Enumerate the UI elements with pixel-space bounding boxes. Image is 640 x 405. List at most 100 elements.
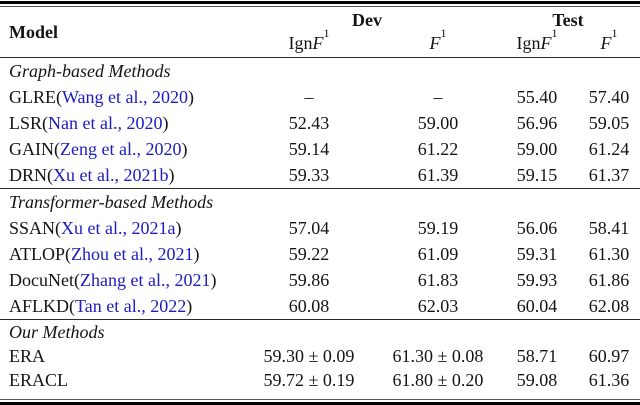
citation-open-paren: (	[47, 164, 54, 185]
table-row: GAIN(Zeng et al., 2020) 59.14 61.22 59.0…	[0, 136, 640, 162]
citation-link[interactable]: Zeng et al., 2020	[60, 138, 182, 159]
table-body: Graph-based Methods GLRE(Wang et al., 20…	[0, 58, 640, 392]
citation-link[interactable]: Wang et al., 2020	[62, 86, 189, 107]
cell-dev-ign-f1: 59.86	[288, 269, 330, 290]
model-name: ERA	[9, 345, 45, 366]
table-row: ERA 59.30 ± 0.09 61.30 ± 0.08 58.71 60.9…	[0, 344, 640, 368]
table-row: ERACL 59.72 ± 0.19 61.80 ± 0.20 59.08 61…	[0, 368, 640, 392]
citation-close-paren: )	[168, 164, 175, 185]
cell-test-ign-f1: 59.00	[516, 138, 558, 159]
cell-dev-f1: 61.09	[417, 243, 459, 264]
model-cell: DRN(Xu et al., 2021b)	[0, 165, 238, 186]
citation-link[interactable]: Xu et al., 2021b	[53, 164, 169, 185]
table-row: DRN(Xu et al., 2021b) 59.33 61.39 59.15 …	[0, 162, 640, 188]
column-header-model: Model	[9, 22, 58, 42]
model-name: LSR	[9, 112, 43, 133]
cell-test-ign-f1: 58.71	[516, 345, 558, 366]
citation-open-paren: (	[73, 269, 80, 290]
table-bottom-rule	[0, 399, 640, 405]
table-row: GLRE(Wang et al., 2020) – – 55.40 57.40	[0, 84, 640, 110]
cell-dev-f1: 59.19	[417, 217, 459, 238]
table-row: DocuNet(Zhang et al., 2021) 59.86 61.83 …	[0, 267, 640, 293]
section-header: Graph-based Methods	[9, 60, 171, 81]
citation-open-paren: (	[65, 243, 72, 264]
cell-dev-ign-f1: 60.08	[288, 295, 330, 316]
model-cell: ATLOP(Zhou et al., 2021)	[0, 244, 238, 265]
cell-test-f1: 62.08	[588, 295, 630, 316]
cell-test-f1: 61.24	[588, 138, 630, 159]
citation-open-paren: (	[54, 138, 60, 159]
cell-test-f1: 61.36	[588, 369, 630, 390]
cell-dev-ign-f1: 59.14	[288, 138, 330, 159]
model-cell: AFLKD(Tan et al., 2022)	[0, 296, 238, 317]
cell-test-f1: 61.30	[588, 243, 630, 264]
cell-dev-ign-f1: 59.72 ± 0.19	[263, 369, 355, 390]
citation-close-paren: )	[181, 138, 188, 159]
cell-dev-ign-f1: 59.30 ± 0.09	[263, 345, 355, 366]
cell-test-ign-f1: 59.08	[516, 369, 558, 390]
citation-link[interactable]: Nan et al., 2020	[48, 112, 163, 133]
cell-test-ign-f1: 59.31	[516, 243, 558, 264]
cell-dev-f1: 61.80 ± 0.20	[392, 369, 484, 390]
column-group-test: Test	[552, 10, 584, 30]
cell-test-ign-f1: 60.04	[516, 295, 558, 316]
citation-open-paren: (	[55, 217, 62, 238]
citation-open-paren: (	[69, 295, 76, 316]
citation-link[interactable]: Zhou et al., 2021	[71, 243, 194, 264]
model-name: AFLKD	[9, 295, 70, 316]
cell-test-ign-f1: 59.93	[516, 269, 558, 290]
table-row: AFLKD(Tan et al., 2022) 60.08 62.03 60.0…	[0, 293, 640, 319]
table-section: Transformer-based Methods SSAN(Xu et al.…	[0, 188, 640, 319]
cell-dev-f1: 62.03	[417, 295, 459, 316]
column-group-dev: Dev	[352, 10, 382, 30]
citation-link[interactable]: Zhang et al., 2021	[79, 269, 211, 290]
f1-symbol: F	[312, 33, 324, 53]
table-row: SSAN(Xu et al., 2021a) 57.04 59.19 56.06…	[0, 215, 640, 241]
cell-test-ign-f1: 56.06	[516, 217, 558, 238]
citation-open-paren: (	[42, 112, 49, 133]
model-cell: ERA	[0, 346, 238, 367]
citation-close-paren: )	[175, 217, 182, 238]
citation-close-paren: )	[210, 269, 217, 290]
cell-test-f1: 58.41	[588, 217, 630, 238]
section-rows: GLRE(Wang et al., 2020) – – 55.40 57.40 …	[0, 84, 640, 188]
model-cell: SSAN(Xu et al., 2021a)	[0, 218, 238, 239]
section-rows: SSAN(Xu et al., 2021a) 57.04 59.19 56.06…	[0, 215, 640, 319]
cell-dev-ign-f1: 59.33	[288, 164, 330, 185]
cell-dev-f1: 61.83	[417, 269, 459, 290]
cell-dev-ign-f1: 52.43	[288, 112, 330, 133]
table-top-rule	[0, 0, 640, 7]
model-name: DRN	[9, 164, 48, 185]
model-name: ERACL	[9, 369, 69, 390]
citation-link[interactable]: Xu et al., 2021a	[61, 217, 176, 238]
model-name: SSAN	[9, 217, 56, 238]
cell-dev-ign-f1: –	[304, 86, 314, 107]
citation-link[interactable]: Tan et al., 2022	[75, 295, 187, 316]
model-cell: GLRE(Wang et al., 2020)	[0, 87, 238, 108]
cell-test-ign-f1: 56.96	[516, 112, 558, 133]
cell-dev-f1: 61.30 ± 0.08	[392, 345, 484, 366]
cell-dev-f1: 59.00	[417, 112, 459, 133]
section-rows: ERA 59.30 ± 0.09 61.30 ± 0.08 58.71 60.9…	[0, 344, 640, 392]
cell-test-ign-f1: 59.15	[516, 164, 558, 185]
table-row: ATLOP(Zhou et al., 2021) 59.22 61.09 59.…	[0, 241, 640, 267]
model-name: GAIN	[9, 138, 54, 159]
model-name: DocuNet	[9, 269, 74, 290]
model-name: ATLOP	[9, 243, 66, 264]
cell-dev-f1: 61.39	[417, 164, 459, 185]
cell-test-f1: 59.05	[588, 112, 630, 133]
table-row: LSR(Nan et al., 2020) 52.43 59.00 56.96 …	[0, 110, 640, 136]
f1-symbol: F	[540, 33, 552, 53]
model-name: GLRE	[9, 86, 56, 107]
table-section: Graph-based Methods GLRE(Wang et al., 20…	[0, 58, 640, 188]
bottom-rule-thick	[0, 402, 640, 405]
cell-test-f1: 61.86	[588, 269, 630, 290]
bottom-rule-thin	[0, 399, 640, 400]
f1-symbol: F	[429, 33, 441, 53]
citation-close-paren: )	[162, 112, 169, 133]
section-header: Our Methods	[9, 321, 105, 342]
citation-open-paren: (	[56, 86, 62, 107]
